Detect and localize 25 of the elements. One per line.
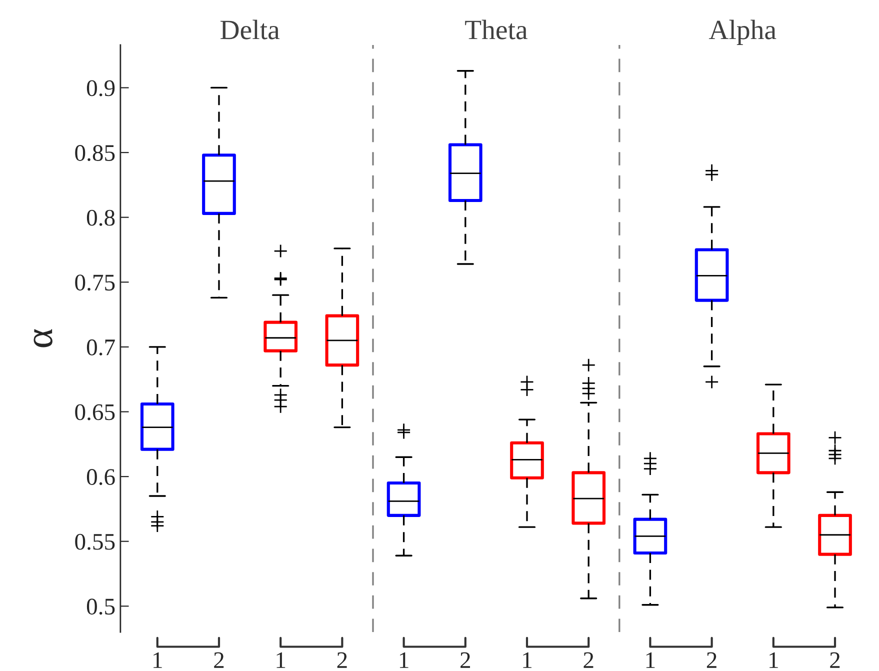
x-tick-label: 1: [400, 652, 408, 668]
y-tick-label: 0.85: [75, 145, 115, 162]
y-tick-label: 0.65: [75, 404, 115, 420]
x-tick-label: 1: [646, 652, 655, 668]
y-tick-label: 0.5: [86, 598, 115, 615]
x-tick-label: 2: [337, 652, 347, 668]
y-tick-label: 0.8: [86, 210, 115, 226]
x-tick-label: 1: [154, 652, 162, 668]
y-tick-label: 0.75: [75, 274, 115, 291]
x-tick-label: 1: [770, 652, 778, 668]
y-tick-label: 0.55: [75, 534, 115, 550]
y-tick-label: 0.9: [86, 80, 115, 96]
x-tick-label: 2: [460, 652, 470, 668]
x-tick-label: 2: [830, 652, 840, 668]
x-tick-label: 2: [214, 652, 224, 668]
x-tick-label: 2: [706, 652, 716, 668]
y-axis-title: α: [34, 329, 52, 348]
x-tick-label: 1: [523, 652, 532, 668]
x-tick-label: 2: [584, 652, 594, 668]
text: Alpha: [708, 20, 776, 45]
y-tick-label: 0.6: [86, 469, 115, 486]
text: Delta: [220, 20, 280, 40]
text: Theta: [465, 20, 528, 40]
x-tick-label: 1: [276, 652, 286, 668]
y-tick-label: 0.7: [86, 339, 115, 356]
